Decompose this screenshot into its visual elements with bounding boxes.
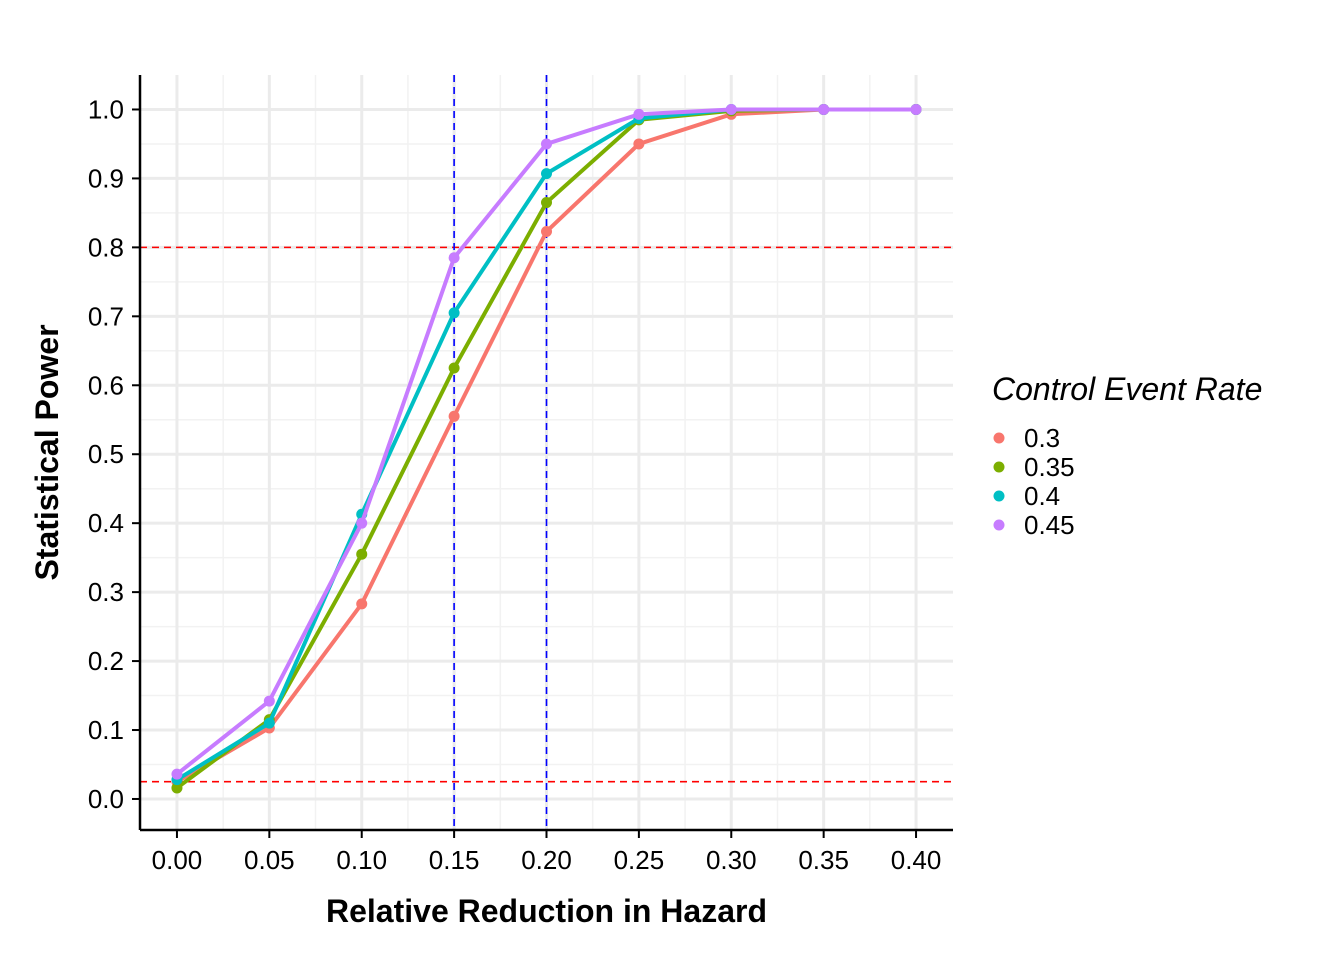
- x-tick-label: 0.20: [521, 845, 572, 875]
- data-point: [633, 108, 645, 120]
- data-point: [356, 598, 368, 610]
- legend-key-0.45: [993, 519, 1005, 531]
- legend-label-0.45: 0.45: [1024, 510, 1075, 540]
- reference-lines: [140, 75, 953, 830]
- legend: Control Event Rate 0.30.350.40.45: [992, 371, 1262, 540]
- axes: 0.00 0.05 0.10 0.15 0.20 0.25 0.30 0.35 0.40 0.0 0…: [88, 75, 953, 875]
- data-point: [541, 168, 552, 180]
- y-tick-label: 0.6: [88, 370, 124, 400]
- data-point: [818, 103, 830, 115]
- x-tick-label: 0.40: [891, 845, 942, 875]
- y-tick-label: 0.7: [88, 301, 124, 331]
- y-tick-label: 0.9: [88, 163, 124, 193]
- data-point: [541, 197, 552, 209]
- y-axis-title: Statistical Power: [29, 324, 65, 580]
- y-tick-label: 0.8: [88, 232, 124, 262]
- data-point: [356, 517, 368, 529]
- x-tick-label: 0.15: [429, 845, 480, 875]
- y-tick-label: 0.1: [88, 715, 124, 745]
- legend-label-0.3: 0.3: [1024, 423, 1060, 453]
- legend-key-0.3: [993, 432, 1005, 444]
- y-tick-label: 0.5: [88, 439, 124, 469]
- data-point: [541, 138, 552, 150]
- legend-key-0.35: [993, 461, 1005, 473]
- legend-item-0.3: 0.3: [993, 423, 1060, 453]
- data-point: [910, 103, 922, 115]
- data-point: [263, 717, 275, 729]
- legend-label-0.4: 0.4: [1024, 481, 1060, 511]
- series-0.45: [171, 103, 922, 780]
- x-tick-label: 0.30: [706, 845, 757, 875]
- data-point: [263, 695, 275, 707]
- y-tick-label: 0.3: [88, 577, 124, 607]
- data-point: [448, 252, 460, 264]
- x-tick-label: 0.35: [798, 845, 849, 875]
- data-point: [171, 782, 183, 794]
- legend-label-0.35: 0.35: [1024, 452, 1075, 482]
- data-point: [633, 138, 645, 150]
- y-tick-label: 0.4: [88, 508, 124, 538]
- x-tick-label: 0.10: [336, 845, 387, 875]
- legend-key-0.4: [993, 490, 1005, 502]
- data-point: [541, 226, 552, 238]
- legend-title: Control Event Rate: [992, 371, 1262, 407]
- x-tick-label: 0.00: [152, 845, 203, 875]
- data-point: [725, 103, 737, 115]
- data-point: [448, 410, 460, 422]
- legend-item-0.45: 0.45: [993, 510, 1075, 540]
- legend-item-0.4: 0.4: [993, 481, 1060, 511]
- y-tick-label: 0.2: [88, 646, 124, 676]
- x-tick-label: 0.25: [614, 845, 665, 875]
- x-tick-label: 0.05: [244, 845, 295, 875]
- y-tick-label: 1.0: [88, 94, 124, 124]
- data-point: [171, 768, 183, 780]
- legend-item-0.35: 0.35: [993, 452, 1075, 482]
- data-point: [448, 307, 460, 319]
- series-group: [171, 103, 922, 794]
- y-tick-label: 0.0: [88, 784, 124, 814]
- x-axis-title: Relative Reduction in Hazard: [326, 893, 767, 929]
- data-point: [448, 362, 460, 374]
- data-point: [356, 548, 368, 560]
